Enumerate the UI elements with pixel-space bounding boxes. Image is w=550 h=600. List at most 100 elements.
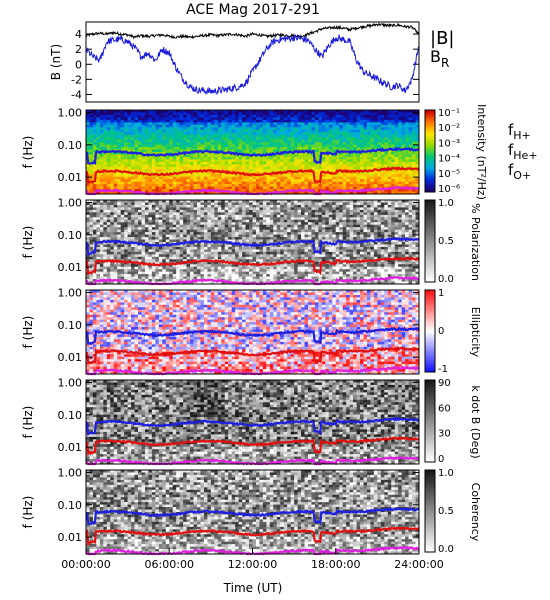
spectrogram-cell: [179, 174, 184, 178]
spectrogram-cell: [207, 110, 212, 113]
spectrogram-cell: [266, 142, 271, 145]
spectrogram-cell: [242, 249, 246, 253]
spectrogram-cell: [134, 222, 139, 226]
spectrogram-cell: [207, 137, 212, 141]
spectrogram-cell: [103, 142, 108, 145]
spectrogram-cell: [169, 124, 174, 128]
spectrogram-cell: [373, 110, 378, 113]
spectrogram-cell: [99, 184, 104, 187]
spectrogram-cell: [117, 186, 122, 190]
spectrogram-cell: [110, 242, 115, 245]
spectrogram-cell: [176, 274, 181, 277]
spectrogram-cell: [217, 212, 222, 216]
spectrogram-cell: [245, 184, 250, 187]
spectrogram-cell: [391, 124, 396, 128]
spectrogram-cell: [103, 127, 108, 131]
spectrogram-cell: [176, 229, 181, 233]
spectrogram-cell: [134, 174, 139, 178]
spectrogram-cell: [127, 244, 132, 248]
spectrogram-cell: [99, 191, 104, 195]
spectrogram-cell: [179, 224, 184, 228]
spectrogram-cell: [144, 142, 149, 145]
spectrogram-cell: [301, 110, 305, 113]
colorbar-segment: [425, 161, 435, 164]
spectrogram-cell: [155, 159, 160, 163]
spectrogram-cell: [120, 191, 125, 195]
spectrogram-cell: [190, 222, 194, 226]
spectrogram-cell: [183, 271, 187, 275]
spectrogram-cell: [318, 132, 323, 136]
spectrogram-cell: [179, 219, 184, 223]
spectrogram-cell: [197, 219, 201, 223]
spectrogram-cell: [96, 154, 101, 158]
spectrogram-cell: [193, 176, 198, 180]
spectrogram-cell: [131, 159, 135, 163]
spectrogram-cell: [165, 124, 170, 128]
spectrogram-cell: [297, 176, 302, 180]
spectrogram-cell: [339, 154, 344, 158]
spectrogram-cell: [127, 149, 132, 153]
spectrogram-cell: [103, 237, 108, 240]
spectrogram-cell: [186, 256, 191, 260]
spectrogram-cell: [276, 127, 281, 131]
spectrogram-cell: [314, 174, 319, 178]
spectrogram-cell: [148, 212, 153, 216]
colorbar-segment: [425, 171, 435, 175]
spectrogram-cell: [131, 132, 135, 136]
spectrogram-cell: [127, 156, 132, 160]
spectrogram-cell: [412, 161, 416, 165]
spectrogram-cell: [200, 119, 205, 123]
spectrogram-cell: [214, 269, 219, 273]
spectrogram-cell: [141, 132, 146, 136]
spectrogram-cell: [179, 166, 184, 170]
spectrogram-cell: [151, 256, 156, 260]
spectrogram-cell: [92, 117, 97, 121]
spectrogram-cell: [384, 184, 389, 187]
spectrogram-cell: [363, 156, 368, 160]
spectrogram-cell: [366, 119, 371, 123]
spectrogram-cell: [231, 251, 236, 255]
spectrogram-cell: [408, 114, 413, 118]
spectrogram-cell: [89, 224, 94, 228]
spectrogram-cell: [190, 129, 194, 133]
spectrogram-cell: [117, 249, 122, 253]
spectrogram-cell: [387, 174, 392, 178]
spectrogram-cell: [183, 181, 187, 185]
spectrogram-cell: [346, 129, 351, 133]
spectrogram-cell: [155, 139, 160, 143]
spectrogram-cell: [172, 207, 177, 211]
spectrogram-cell: [255, 134, 260, 138]
spectrogram-cell: [297, 117, 302, 121]
spectrogram-cell: [391, 147, 396, 150]
spectrogram-cell: [231, 110, 236, 113]
spectrogram-cell: [283, 124, 288, 128]
spectrogram-cell: [89, 232, 94, 235]
spectrogram-cell: [245, 137, 250, 141]
spectrogram-cell: [186, 122, 191, 126]
spectrogram-cell: [113, 214, 118, 218]
spectrogram-cell: [151, 144, 156, 148]
spectrogram-cell: [131, 209, 135, 213]
spectrogram-cell: [144, 110, 149, 113]
spectrogram-cell: [106, 207, 111, 211]
spectrogram-cell: [294, 184, 298, 187]
spectrogram-cell: [370, 127, 375, 131]
spectrogram-cell: [249, 219, 253, 223]
spectrogram-cell: [321, 189, 326, 192]
spectrogram-cell: [141, 244, 146, 248]
spectrogram-cell: [120, 227, 125, 231]
spectrogram-cell: [217, 181, 222, 185]
spectrogram-cell: [86, 276, 90, 280]
spectrogram-cell: [141, 186, 146, 190]
spectrogram-cell: [290, 124, 295, 128]
spectrogram-cell: [308, 164, 312, 168]
spectrogram-cell: [231, 179, 236, 183]
spectrogram-cell: [176, 110, 181, 113]
spectrogram-cell: [231, 139, 236, 143]
spectrogram-cell: [217, 217, 222, 221]
spectrogram-cell: [245, 256, 250, 260]
spectrogram-cell: [138, 149, 142, 153]
spectrogram-cell: [318, 142, 323, 145]
spectrogram-cell: [141, 147, 146, 150]
